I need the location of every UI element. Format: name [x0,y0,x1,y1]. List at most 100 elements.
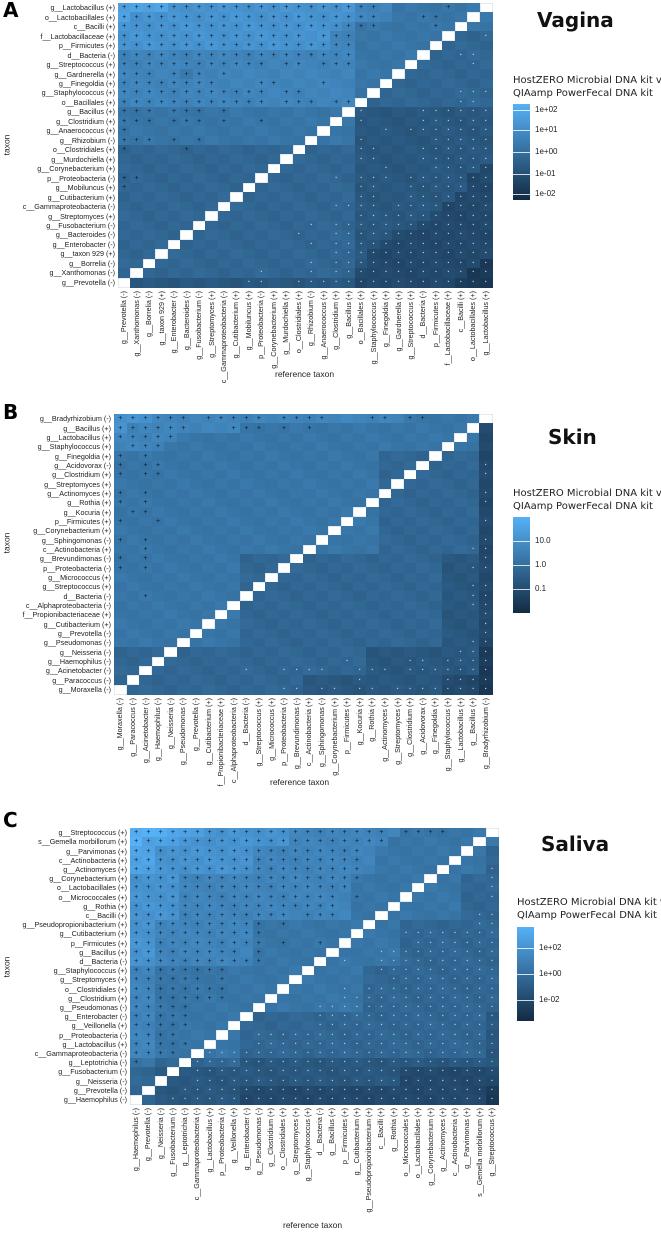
significance-plus-mark: + [256,415,261,423]
heatmap-cell [441,451,455,462]
heatmap-cell [326,864,340,875]
column-label: g__Fusobacterium (-) [167,1108,177,1177]
significance-minus-mark: ▪ [484,136,487,143]
significance-plus-mark: + [221,117,226,125]
significance-minus-mark: ▪ [478,994,481,1001]
significance-minus-mark: ▪ [422,108,425,115]
heatmap-cell [412,1094,425,1105]
significance-minus-mark: ▪ [429,939,432,946]
heatmap-cell [191,910,205,921]
heatmap-cell [403,572,417,583]
significance-plus-mark: + [244,893,249,901]
heatmap-cell [277,1030,291,1041]
significance-plus-mark: + [259,89,264,97]
significance-minus-mark: ▪ [196,1095,199,1102]
significance-plus-mark: + [219,985,225,993]
x-axis-title-c: reference taxon [283,1220,343,1230]
heatmap-cell [461,984,475,995]
significance-plus-mark: + [221,51,226,59]
significance-minus-mark: ▪ [294,1077,297,1084]
row-label: g__Xanthomonas (-) [49,268,115,278]
heatmap-cell [328,563,342,574]
heatmap-cell [429,192,443,203]
heatmap-cell [379,211,393,222]
significance-plus-mark: + [184,70,189,78]
significance-plus-mark: + [256,902,261,910]
heatmap-cell [240,1085,254,1096]
heatmap-cell [252,488,266,499]
heatmap-cell [205,126,219,137]
heatmap-cell [366,535,380,546]
heatmap-cell [277,498,291,508]
significance-plus-mark: + [195,921,200,929]
legend-tick-mark [513,152,530,153]
heatmap-cell [240,1094,254,1105]
heatmap-cell [252,975,266,985]
heatmap-cell [367,277,381,288]
heatmap-cell [301,846,315,857]
significance-minus-mark: ▪ [472,564,474,571]
heatmap-cell [267,211,281,222]
significance-plus-mark: + [134,865,139,873]
significance-plus-mark: + [134,1022,139,1030]
heatmap-cell [387,1048,401,1059]
significance-plus-mark: + [219,856,225,864]
heatmap-cell [305,97,319,108]
significance-plus-mark: + [330,838,335,846]
heatmap-cell [203,966,217,976]
heatmap-cell [366,526,380,536]
significance-minus-mark: ▪ [466,1068,469,1075]
heatmap-cell [265,526,279,536]
heatmap-cell [378,572,392,583]
row-label: o__Lactobacillales (+) [44,12,115,22]
significance-minus-mark: ▪ [472,231,475,238]
significance-minus-mark: ▪ [306,1077,309,1084]
heatmap-cell [180,88,194,99]
heatmap-cell [442,21,456,32]
heatmap-cell [179,975,192,985]
heatmap-cell [164,610,178,620]
significance-plus-mark: + [158,939,163,947]
heatmap-cell [191,1002,205,1013]
significance-plus-mark: + [196,136,202,144]
heatmap-cell [354,12,368,23]
significance-plus-mark: + [342,829,347,837]
heatmap-cell [485,947,499,958]
significance-plus-mark: + [195,865,200,873]
heatmap-cell [399,947,413,958]
heatmap-cell [191,1085,205,1096]
significance-minus-mark: ▪ [410,174,412,181]
significance-minus-mark: ▪ [257,1086,260,1093]
significance-minus-mark: ▪ [472,685,474,692]
heatmap-cell [202,666,216,676]
significance-plus-mark: + [134,967,139,975]
heatmap-cell [155,163,169,174]
significance-plus-mark: + [170,948,175,956]
heatmap-cell [329,97,343,108]
heatmap-cell [166,975,180,985]
row-label: g__Veillonella (+) [71,1021,127,1031]
heatmap-cell [142,154,156,165]
heatmap-cell [461,1002,475,1013]
heatmap-cell [326,993,340,1004]
heatmap-cell [479,638,493,648]
heatmap-cell [230,277,244,288]
heatmap-cell-diagonal [387,901,401,912]
column-label: g__Prevotella (-) [190,698,200,752]
heatmap-cell [461,864,475,875]
heatmap-cell [328,488,342,499]
column-label: g__Paracoccus (-) [127,698,137,757]
heatmap-cell [252,920,266,930]
heatmap-cell [441,656,455,667]
heatmap-cell [466,544,480,555]
significance-minus-mark: ▪ [466,948,469,955]
significance-minus-mark: ▪ [434,146,437,153]
significance-plus-mark: + [143,489,148,497]
heatmap-cell [264,1076,278,1087]
heatmap-cell [167,268,181,279]
heatmap-cell [485,929,499,939]
heatmap-cell [461,938,475,949]
heatmap-cell [179,910,192,921]
heatmap-cell [342,97,356,108]
heatmap-cell [454,135,468,146]
